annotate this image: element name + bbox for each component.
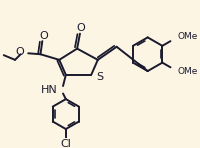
Text: S: S	[96, 72, 103, 82]
Text: O: O	[16, 47, 24, 57]
Text: O: O	[39, 30, 48, 41]
Text: HN: HN	[41, 85, 57, 95]
Text: O: O	[77, 23, 85, 33]
Text: OMe: OMe	[178, 67, 198, 76]
Text: OMe: OMe	[178, 32, 198, 41]
Text: Cl: Cl	[60, 139, 71, 148]
